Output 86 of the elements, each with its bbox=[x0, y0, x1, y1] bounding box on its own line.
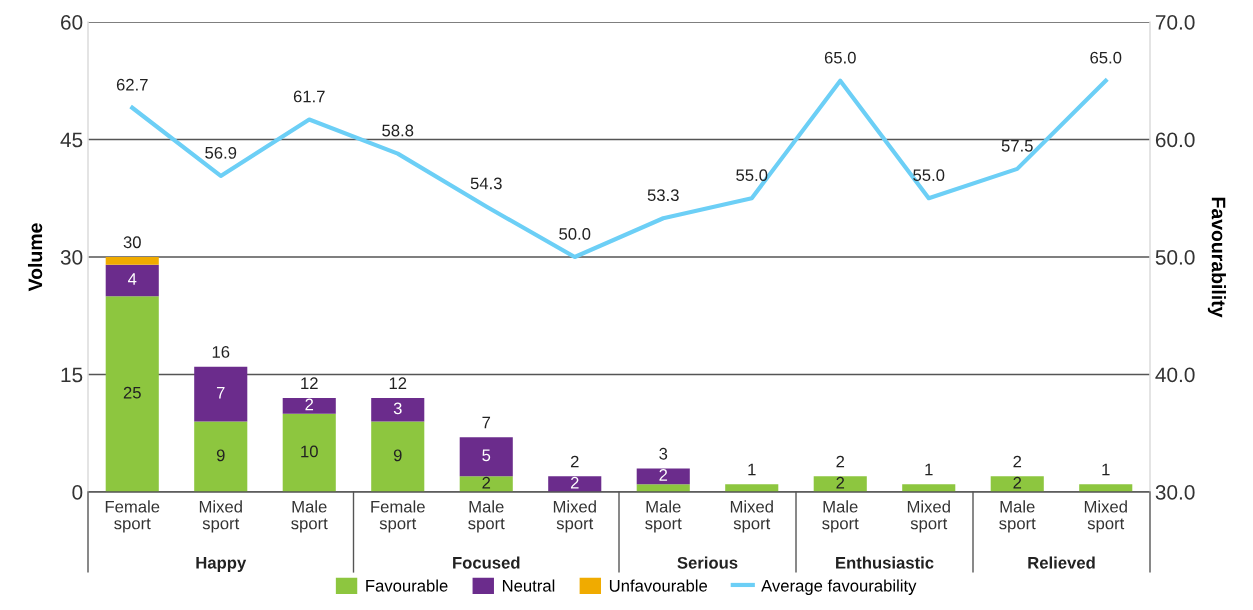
bar bbox=[548, 476, 602, 492]
bar bbox=[371, 398, 425, 422]
x-tick-label: Mixed sport bbox=[553, 500, 596, 533]
bar bbox=[194, 421, 248, 492]
x-tick-label: Mixed sport bbox=[1084, 500, 1127, 533]
text: Happy bbox=[196, 557, 247, 572]
bar bbox=[459, 437, 513, 477]
y2-axis-title: Favourability bbox=[1207, 197, 1226, 318]
y-tick-label: 15 bbox=[61, 367, 83, 383]
bar bbox=[105, 296, 159, 492]
x-tick-label: Male sport bbox=[645, 500, 682, 533]
x-tick-label: Male sport bbox=[999, 500, 1036, 533]
data-label: 2 bbox=[305, 398, 314, 411]
bar bbox=[105, 257, 159, 265]
data-label: 53.3 bbox=[647, 189, 679, 202]
data-label: 65.0 bbox=[824, 51, 856, 64]
x-tick-label: Male sport bbox=[822, 500, 859, 533]
total-label: 2 bbox=[1013, 455, 1022, 468]
x-tick-label: Mixed sport bbox=[907, 500, 950, 533]
total-label: 7 bbox=[482, 416, 491, 429]
text: Relieved bbox=[1028, 556, 1095, 569]
data-label: 9 bbox=[216, 449, 225, 462]
total-label: 3 bbox=[659, 447, 668, 460]
x-tick-label: Female sport bbox=[105, 500, 160, 533]
total-label: 1 bbox=[1102, 463, 1110, 476]
bar bbox=[282, 413, 336, 492]
total-label: 12 bbox=[301, 377, 318, 389]
data-label: 10 bbox=[301, 445, 318, 458]
total-label: 2 bbox=[836, 455, 845, 468]
data-label: 61.7 bbox=[293, 90, 325, 103]
data-label: 2 bbox=[659, 469, 668, 481]
total-label: 2 bbox=[570, 455, 579, 468]
text: Focused bbox=[453, 556, 520, 569]
data-label: 2 bbox=[482, 476, 491, 489]
legend-label: Neutral bbox=[502, 579, 555, 592]
data-label: 65.0 bbox=[1090, 51, 1122, 64]
total-label: 1 bbox=[925, 463, 933, 476]
text: Enthusiastic bbox=[836, 556, 934, 569]
data-label: 54.3 bbox=[470, 177, 502, 190]
bar bbox=[105, 264, 159, 297]
data-label: 3 bbox=[393, 402, 402, 415]
data-label: 58.8 bbox=[382, 124, 414, 137]
total-label: 30 bbox=[123, 236, 141, 249]
legend-label: Average favourability bbox=[761, 579, 917, 595]
data-label: 25 bbox=[123, 386, 141, 399]
data-label: 2 bbox=[570, 476, 579, 489]
legend-label: Unfavourable bbox=[609, 579, 708, 592]
x-tick-label: Mixed sport bbox=[730, 500, 773, 533]
data-label: 55.0 bbox=[913, 169, 945, 182]
data-label: 57.5 bbox=[1001, 140, 1033, 152]
total-label: 12 bbox=[389, 377, 407, 389]
y2-tick-label: 70.0 bbox=[1155, 15, 1195, 30]
data-label: 55.0 bbox=[736, 169, 768, 182]
bar bbox=[282, 398, 336, 414]
data-label: 56.9 bbox=[205, 146, 237, 159]
total-label: 16 bbox=[212, 346, 230, 358]
data-label: 4 bbox=[128, 273, 137, 285]
y2-tick-label: 60.0 bbox=[1155, 132, 1195, 148]
x-tick-label: Male sport bbox=[291, 500, 328, 533]
bar bbox=[371, 421, 425, 492]
y-tick-label: 30 bbox=[60, 250, 83, 265]
bar bbox=[636, 468, 690, 485]
data-label: 2 bbox=[1013, 476, 1022, 489]
legend-label: Favourable bbox=[366, 579, 448, 592]
data-label: 2 bbox=[836, 476, 845, 489]
data-label: 7 bbox=[216, 386, 225, 399]
x-tick-label: Female sport bbox=[371, 500, 425, 533]
data-label: 62.7 bbox=[116, 78, 148, 91]
y2-tick-label: 50.0 bbox=[1155, 250, 1195, 265]
y2-tick-label: 30.0 bbox=[1155, 485, 1195, 500]
data-label: 50.0 bbox=[559, 228, 591, 240]
y-axis-title: Volume bbox=[27, 223, 43, 292]
y-tick-label: 45 bbox=[60, 132, 83, 148]
data-label: 9 bbox=[393, 449, 402, 462]
text: Serious bbox=[677, 556, 738, 569]
bar bbox=[194, 366, 248, 422]
bar bbox=[990, 476, 1044, 492]
x-tick-label: Male sport bbox=[468, 500, 505, 533]
y-tick-label: 60 bbox=[61, 15, 83, 30]
bar bbox=[813, 476, 867, 492]
data-label: 5 bbox=[482, 449, 491, 462]
total-label: 1 bbox=[748, 463, 756, 476]
bar bbox=[459, 476, 513, 492]
y2-tick-label: 40.0 bbox=[1155, 367, 1195, 383]
y-tick-label: 0 bbox=[72, 485, 83, 500]
x-tick-label: Mixed sport bbox=[199, 500, 242, 533]
